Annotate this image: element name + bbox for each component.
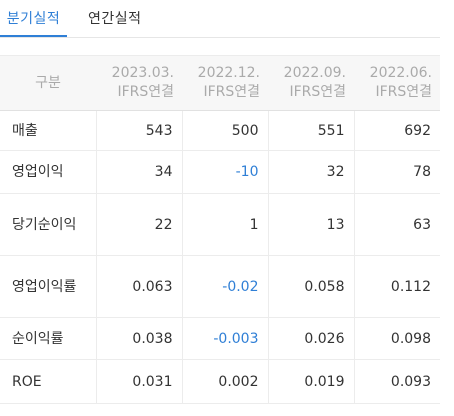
header-basis: IFRS연결	[117, 84, 174, 100]
table-cell: 78	[354, 150, 440, 194]
table-cell: 551	[268, 110, 355, 151]
table-row: 매출 543 500 551 692	[0, 110, 440, 151]
table-cell: 0.093	[354, 359, 440, 404]
header-basis: IFRS연결	[375, 84, 432, 100]
table-cell: 1	[182, 193, 269, 256]
table-row: 영업이익 34 -10 32 78	[0, 150, 440, 194]
period-tabs: 분기실적 연간실적	[0, 0, 440, 38]
table-cell: 0.112	[354, 255, 440, 318]
header-column: 2022.06. IFRS연결	[354, 55, 440, 111]
row-label: ROE	[0, 359, 97, 404]
table-cell: 0.002	[182, 359, 269, 404]
table-row: 영업이익률 0.063 -0.02 0.058 0.112	[0, 255, 440, 318]
tab-quarterly[interactable]: 분기실적	[0, 9, 67, 37]
table-cell: 63	[354, 193, 440, 256]
table-cell: 0.031	[96, 359, 183, 404]
header-basis: IFRS연결	[289, 84, 346, 100]
row-label: 영업이익	[0, 150, 97, 194]
table-cell: 0.038	[96, 317, 183, 360]
header-category: 구분	[0, 55, 96, 111]
header-period: 2022.06.	[369, 65, 432, 81]
financial-table: 구분 2023.03. IFRS연결 2022.12. IFRS연결 2022.…	[0, 55, 440, 404]
table-header-row: 구분 2023.03. IFRS연결 2022.12. IFRS연결 2022.…	[0, 55, 440, 111]
table-cell: 32	[268, 150, 355, 194]
table-row: 순이익률 0.038 -0.003 0.026 0.098	[0, 317, 440, 360]
row-label: 당기순이익	[0, 193, 97, 256]
table-cell: 34	[96, 150, 183, 194]
table-cell: -0.02	[182, 255, 269, 318]
table-cell: 0.098	[354, 317, 440, 360]
header-basis: IFRS연결	[203, 84, 260, 100]
row-label: 순이익률	[0, 317, 97, 360]
table-cell: 500	[182, 110, 269, 151]
table-cell: -10	[182, 150, 269, 194]
header-column: 2022.12. IFRS연결	[182, 55, 268, 111]
table-row: ROE 0.031 0.002 0.019 0.093	[0, 359, 440, 404]
table-cell: 0.026	[268, 317, 355, 360]
table-cell: 0.058	[268, 255, 355, 318]
header-column: 2022.09. IFRS연결	[268, 55, 354, 111]
table-cell: -0.003	[182, 317, 269, 360]
table-cell: 0.063	[96, 255, 183, 318]
header-column: 2023.03. IFRS연결	[96, 55, 182, 111]
table-cell: 13	[268, 193, 355, 256]
table-row: 당기순이익 22 1 13 63	[0, 193, 440, 256]
table-cell: 0.019	[268, 359, 355, 404]
tab-annual[interactable]: 연간실적	[88, 11, 142, 27]
row-label: 매출	[0, 110, 97, 151]
table-cell: 692	[354, 110, 440, 151]
header-period: 2022.12.	[197, 65, 260, 81]
table-cell: 543	[96, 110, 183, 151]
table-cell: 22	[96, 193, 183, 256]
header-period: 2022.09.	[283, 65, 346, 81]
row-label: 영업이익률	[0, 255, 97, 318]
header-period: 2023.03.	[111, 65, 174, 81]
